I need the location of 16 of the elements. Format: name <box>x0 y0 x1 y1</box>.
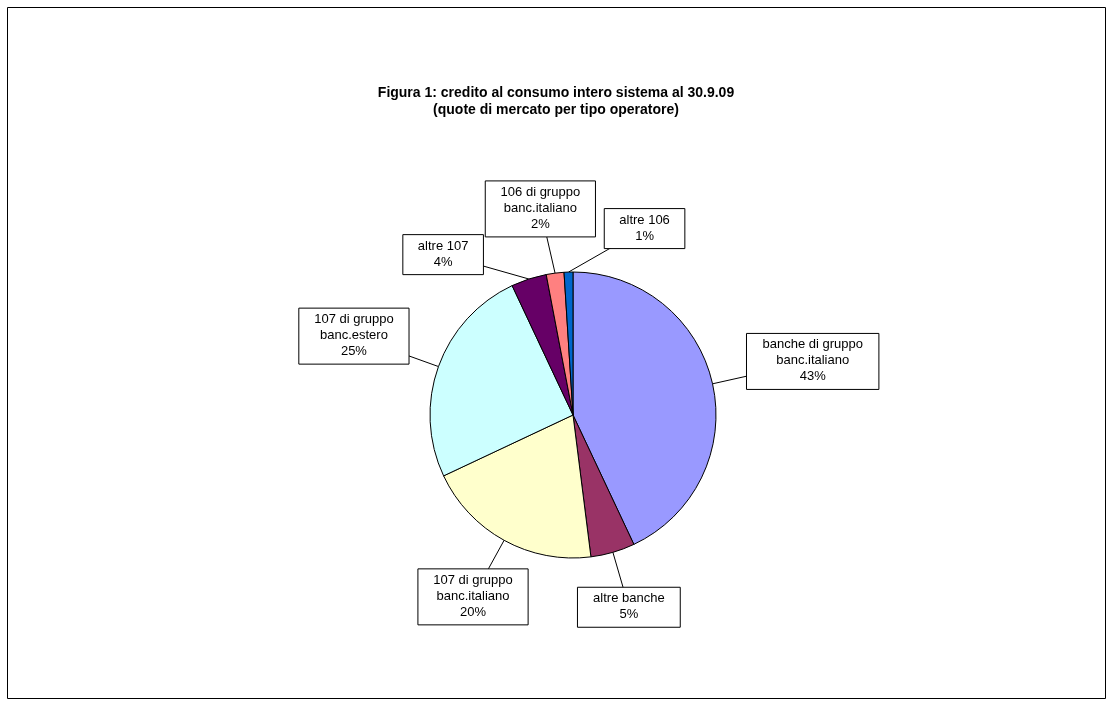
chart-title: Figura 1: credito al consumo intero sistema al 30.9.09 <box>377 84 735 100</box>
data-label: 5% <box>619 606 639 622</box>
slice-label: 107 di gruppo banc.estero <box>314 311 394 343</box>
data-label: 20% <box>460 603 487 619</box>
data-label: 25% <box>340 343 368 359</box>
data-label: 43% <box>799 368 827 384</box>
chart-subtitle: (quote di mercato per tipo operatore) <box>433 101 679 117</box>
data-label: 1% <box>635 227 655 243</box>
data-label: 4% <box>433 253 453 269</box>
slice-label: banche di gruppo banc.italiano <box>762 336 863 368</box>
slice-label: altre 106 <box>619 211 670 227</box>
slice-label: 107 di gruppo banc.italiano <box>433 571 513 603</box>
data-label: 2% <box>530 215 551 231</box>
slice-label: 106 di gruppo banc.italiano <box>500 183 581 215</box>
slice-label: altre 107 <box>417 237 469 253</box>
slice-label: altre banche <box>593 590 665 606</box>
